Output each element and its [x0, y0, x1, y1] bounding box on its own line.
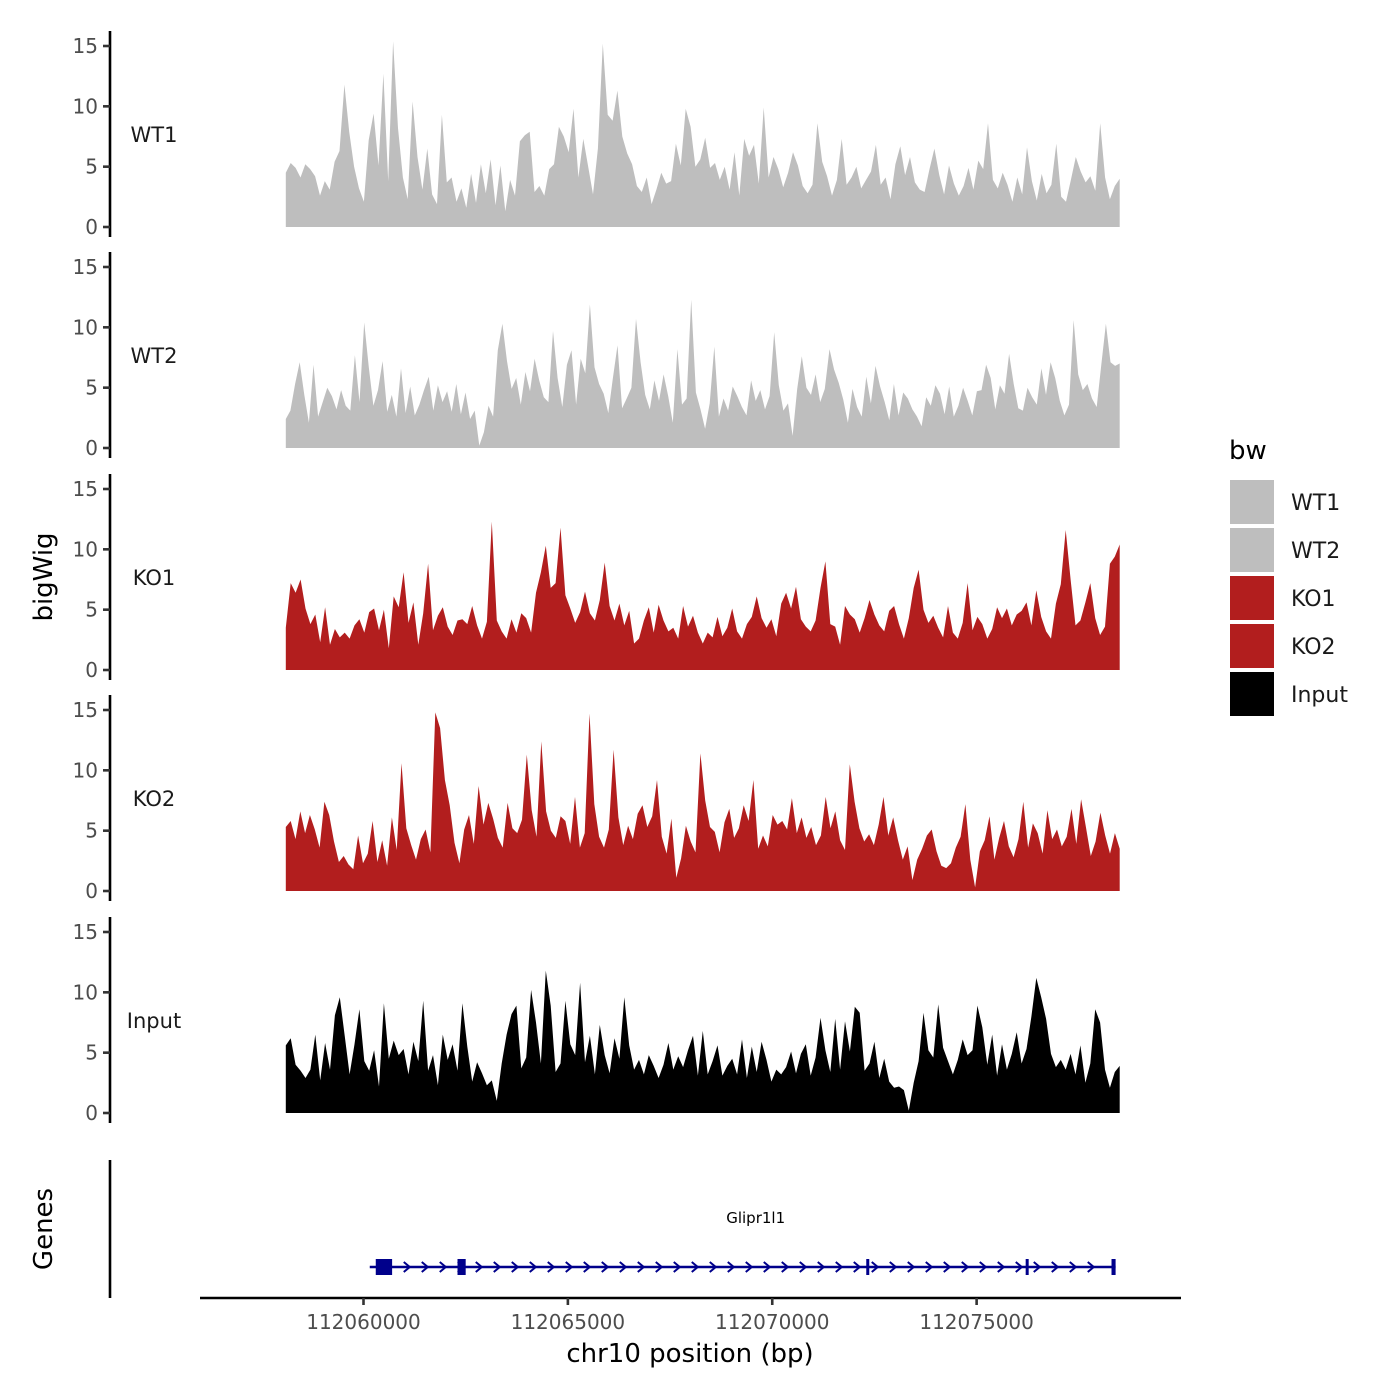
y-tick-label: 10 — [73, 758, 98, 782]
x-tick-label: 112070000 — [715, 1310, 830, 1334]
area-input — [286, 971, 1120, 1113]
track-input: 0 5 10 15 Input — [73, 917, 1120, 1125]
legend-title: bw — [1229, 436, 1267, 466]
legend-swatch — [1230, 624, 1274, 668]
legend-item-input: Input — [1230, 672, 1348, 716]
y-tick-label: 5 — [85, 819, 98, 843]
y-tick-label: 15 — [73, 698, 98, 722]
y-tick-label: 5 — [85, 155, 98, 179]
y-tick-label: 15 — [73, 920, 98, 944]
y-tick-label: 15 — [73, 477, 98, 501]
track-label: KO2 — [133, 787, 176, 811]
exon — [1112, 1259, 1116, 1275]
legend-item-ko2: KO2 — [1230, 624, 1336, 668]
legend-item-wt2: WT2 — [1230, 528, 1340, 572]
y-tick-label: 10 — [73, 94, 98, 118]
area-wt2 — [286, 300, 1120, 448]
y-tick-label: 0 — [85, 879, 98, 903]
legend-item-wt1: WT1 — [1230, 480, 1340, 524]
track-wt1: 0 5 10 15 WT1 — [73, 31, 1120, 239]
track-label: WT2 — [131, 344, 178, 368]
y-tick-label: 10 — [73, 980, 98, 1004]
genes-axis-title: Genes — [29, 1188, 59, 1270]
legend-swatch — [1230, 576, 1274, 620]
gene-glipr1l1: Glipr1l1 — [370, 1209, 1116, 1275]
y-tick-label: 5 — [85, 1041, 98, 1065]
legend-label: KO2 — [1291, 635, 1336, 660]
exon — [458, 1259, 466, 1275]
x-tick-label: 112065000 — [511, 1310, 626, 1334]
x-tick-label: 112075000 — [919, 1310, 1034, 1334]
y-tick-label: 0 — [85, 1101, 98, 1125]
y-tick-label: 0 — [85, 215, 98, 239]
y-tick-label: 0 — [85, 658, 98, 682]
exon — [376, 1259, 392, 1275]
y-tick-label: 10 — [73, 315, 98, 339]
track-ko1: 0 5 10 15 KO1 — [73, 474, 1120, 682]
area-wt1 — [286, 41, 1120, 227]
y-tick-label: 10 — [73, 537, 98, 561]
track-ko2: 0 5 10 15 KO2 — [73, 695, 1120, 903]
legend-label: WT1 — [1291, 491, 1340, 516]
exon — [866, 1259, 869, 1275]
legend-swatch — [1230, 480, 1274, 524]
signal-tracks: 0 5 10 15 WT1 0 5 10 15 WT2 0 5 10 15 KO1 0 5 10 15 KO2 0 5 10… — [73, 31, 1120, 1125]
gene-track: Glipr1l1 — [110, 1160, 1116, 1298]
x-axis-title: chr10 position (bp) — [566, 1339, 813, 1369]
track-label: KO1 — [133, 566, 176, 590]
area-ko1 — [286, 522, 1120, 670]
legend-label: WT2 — [1291, 539, 1340, 564]
legend-label: Input — [1291, 683, 1348, 708]
track-wt2: 0 5 10 15 WT2 — [73, 252, 1120, 460]
legend: bw WT1 WT2 KO1 KO2 Input — [1229, 436, 1348, 716]
y-tick-label: 5 — [85, 376, 98, 400]
y-tick-label: 0 — [85, 436, 98, 460]
legend-swatch — [1230, 672, 1274, 716]
y-tick-label: 5 — [85, 598, 98, 622]
track-label: WT1 — [131, 123, 178, 147]
y-tick-label: 15 — [73, 34, 98, 58]
y-axis-title: bigWig — [29, 532, 59, 621]
legend-swatch — [1230, 528, 1274, 572]
genome-track-figure: 0 5 10 15 WT1 0 5 10 15 WT2 0 5 10 15 KO1 0 5 10 15 KO2 0 5 10… — [0, 0, 1400, 1400]
x-tick-label: 112060000 — [306, 1310, 421, 1334]
exon — [1026, 1259, 1029, 1275]
legend-label: KO1 — [1291, 587, 1336, 612]
y-tick-label: 15 — [73, 255, 98, 279]
track-label: Input — [127, 1009, 181, 1033]
area-ko2 — [286, 712, 1120, 891]
x-axis: 112060000 112065000 112070000 112075000 — [200, 1298, 1181, 1334]
legend-item-ko1: KO1 — [1230, 576, 1336, 620]
gene-label: Glipr1l1 — [726, 1209, 785, 1227]
